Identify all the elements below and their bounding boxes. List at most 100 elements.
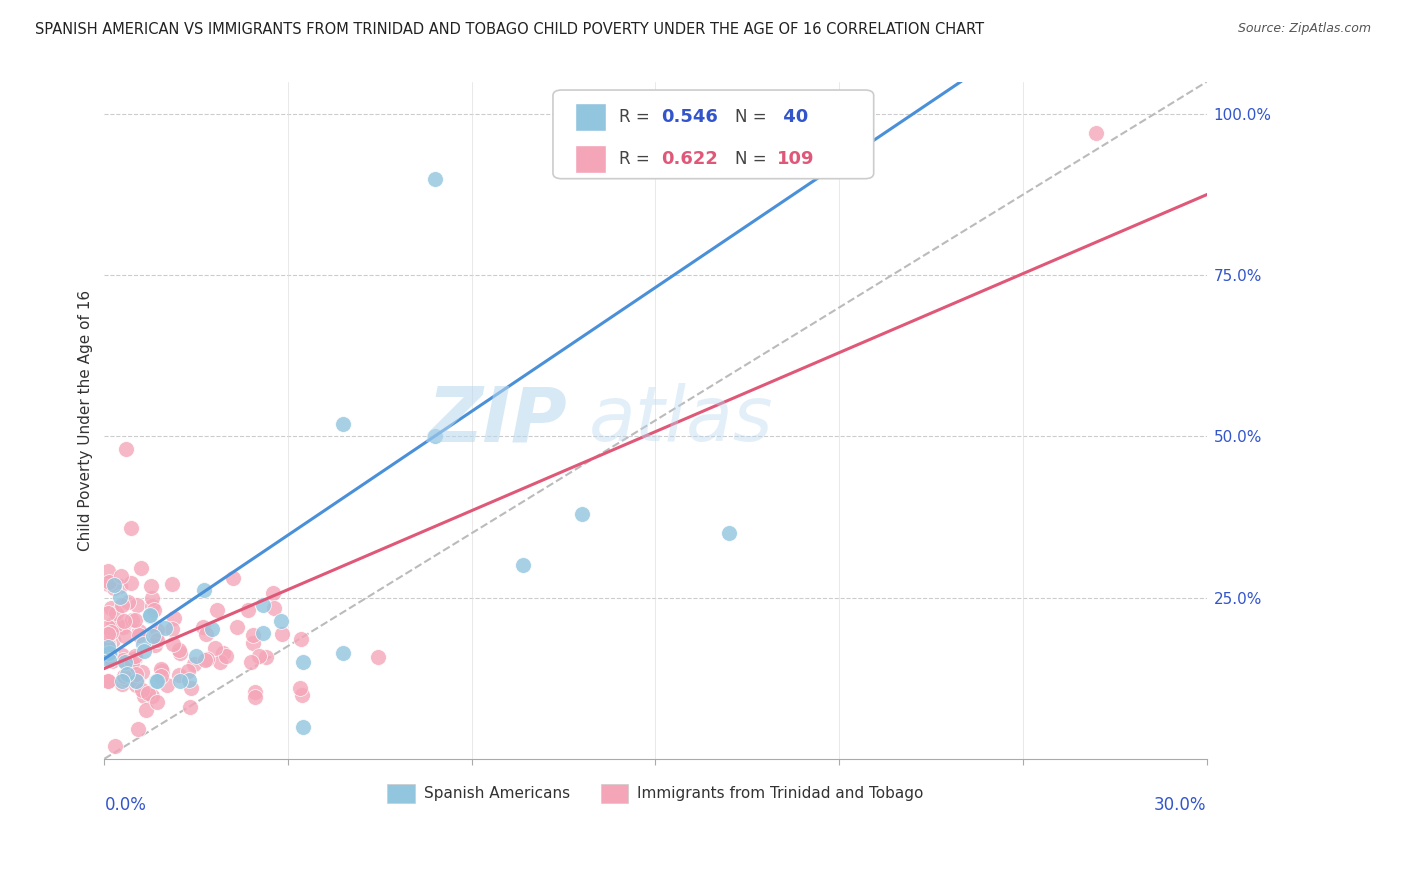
Y-axis label: Child Poverty Under the Age of 16: Child Poverty Under the Age of 16 xyxy=(79,290,93,551)
Immigrants from Trinidad and Tobago xyxy=(110,677,132,691)
Immigrants from Trinidad and Tobago xyxy=(145,628,167,642)
Spanish Americans xyxy=(97,653,120,667)
Text: atlas: atlas xyxy=(589,384,773,458)
Spanish Americans xyxy=(270,614,292,628)
Legend: Spanish Americans, Immigrants from Trinidad and Tobago: Spanish Americans, Immigrants from Trini… xyxy=(381,778,929,809)
Immigrants from Trinidad and Tobago xyxy=(111,598,134,612)
Immigrants from Trinidad and Tobago xyxy=(242,636,264,650)
Immigrants from Trinidad and Tobago xyxy=(127,599,149,613)
Immigrants from Trinidad and Tobago xyxy=(243,685,266,699)
Immigrants from Trinidad and Tobago xyxy=(128,628,150,642)
Immigrants from Trinidad and Tobago xyxy=(247,649,270,664)
Spanish Americans xyxy=(201,622,224,636)
Immigrants from Trinidad and Tobago xyxy=(110,569,132,583)
Spanish Americans xyxy=(115,666,138,681)
Text: Source: ZipAtlas.com: Source: ZipAtlas.com xyxy=(1237,22,1371,36)
Spanish Americans xyxy=(153,621,176,635)
Spanish Americans xyxy=(717,526,740,541)
Spanish Americans xyxy=(252,625,274,640)
Immigrants from Trinidad and Tobago xyxy=(135,703,157,717)
Spanish Americans xyxy=(169,674,191,689)
Immigrants from Trinidad and Tobago xyxy=(271,626,294,640)
Immigrants from Trinidad and Tobago xyxy=(103,616,125,631)
Spanish Americans xyxy=(111,674,134,689)
Immigrants from Trinidad and Tobago xyxy=(121,657,143,671)
Immigrants from Trinidad and Tobago xyxy=(127,722,149,736)
Immigrants from Trinidad and Tobago xyxy=(243,690,266,705)
Text: 30.0%: 30.0% xyxy=(1154,796,1206,814)
Spanish Americans xyxy=(291,720,314,734)
Immigrants from Trinidad and Tobago xyxy=(97,620,120,634)
Immigrants from Trinidad and Tobago xyxy=(205,603,228,617)
Immigrants from Trinidad and Tobago xyxy=(100,624,122,639)
Spanish Americans xyxy=(98,646,121,660)
FancyBboxPatch shape xyxy=(575,145,606,173)
Text: N =: N = xyxy=(735,108,772,127)
Spanish Americans xyxy=(131,637,153,651)
Immigrants from Trinidad and Tobago xyxy=(131,665,153,679)
Spanish Americans xyxy=(142,629,165,643)
Immigrants from Trinidad and Tobago xyxy=(263,601,285,615)
Immigrants from Trinidad and Tobago xyxy=(1085,127,1108,141)
Immigrants from Trinidad and Tobago xyxy=(226,619,249,633)
Immigrants from Trinidad and Tobago xyxy=(125,667,148,681)
Spanish Americans xyxy=(423,429,446,443)
Spanish Americans xyxy=(98,647,121,661)
Immigrants from Trinidad and Tobago xyxy=(97,638,120,652)
Immigrants from Trinidad and Tobago xyxy=(141,591,163,606)
Text: 0.0%: 0.0% xyxy=(104,796,146,814)
Immigrants from Trinidad and Tobago xyxy=(97,606,120,620)
Immigrants from Trinidad and Tobago xyxy=(97,636,120,650)
Immigrants from Trinidad and Tobago xyxy=(179,699,201,714)
Immigrants from Trinidad and Tobago xyxy=(209,655,232,669)
Immigrants from Trinidad and Tobago xyxy=(254,649,277,664)
Text: ZIP: ZIP xyxy=(427,384,567,458)
Immigrants from Trinidad and Tobago xyxy=(150,669,173,683)
FancyBboxPatch shape xyxy=(575,103,606,131)
Immigrants from Trinidad and Tobago xyxy=(167,643,190,657)
Immigrants from Trinidad and Tobago xyxy=(124,649,146,664)
Immigrants from Trinidad and Tobago xyxy=(112,614,135,628)
Spanish Americans xyxy=(423,171,446,186)
Immigrants from Trinidad and Tobago xyxy=(120,575,142,590)
Spanish Americans xyxy=(332,417,354,431)
Immigrants from Trinidad and Tobago xyxy=(262,585,284,599)
Immigrants from Trinidad and Tobago xyxy=(117,595,139,609)
Immigrants from Trinidad and Tobago xyxy=(150,664,173,678)
Immigrants from Trinidad and Tobago xyxy=(238,602,260,616)
Spanish Americans xyxy=(146,674,169,689)
Immigrants from Trinidad and Tobago xyxy=(125,678,148,692)
Immigrants from Trinidad and Tobago xyxy=(160,577,183,591)
Immigrants from Trinidad and Tobago xyxy=(97,575,120,590)
Immigrants from Trinidad and Tobago xyxy=(121,652,143,666)
Spanish Americans xyxy=(139,608,162,623)
Immigrants from Trinidad and Tobago xyxy=(143,603,166,617)
Spanish Americans xyxy=(252,598,274,612)
Immigrants from Trinidad and Tobago xyxy=(101,650,124,665)
Immigrants from Trinidad and Tobago xyxy=(204,641,226,656)
Immigrants from Trinidad and Tobago xyxy=(291,688,314,702)
Spanish Americans xyxy=(186,649,208,664)
Spanish Americans xyxy=(97,640,120,655)
Spanish Americans xyxy=(145,674,167,689)
Immigrants from Trinidad and Tobago xyxy=(97,627,120,641)
Immigrants from Trinidad and Tobago xyxy=(120,521,142,535)
Immigrants from Trinidad and Tobago xyxy=(239,655,262,669)
Immigrants from Trinidad and Tobago xyxy=(163,611,186,625)
Immigrants from Trinidad and Tobago xyxy=(141,599,163,614)
Immigrants from Trinidad and Tobago xyxy=(131,682,153,697)
Immigrants from Trinidad and Tobago xyxy=(111,648,134,663)
Immigrants from Trinidad and Tobago xyxy=(222,571,245,585)
Immigrants from Trinidad and Tobago xyxy=(180,681,202,695)
Immigrants from Trinidad and Tobago xyxy=(145,633,167,648)
Immigrants from Trinidad and Tobago xyxy=(101,633,124,648)
Immigrants from Trinidad and Tobago xyxy=(101,654,124,668)
Spanish Americans xyxy=(134,644,156,658)
Spanish Americans xyxy=(139,608,162,623)
Immigrants from Trinidad and Tobago xyxy=(100,600,122,615)
Immigrants from Trinidad and Tobago xyxy=(183,657,205,671)
Text: 109: 109 xyxy=(776,150,814,169)
Immigrants from Trinidad and Tobago xyxy=(242,627,264,641)
Immigrants from Trinidad and Tobago xyxy=(212,646,235,660)
Spanish Americans xyxy=(571,507,593,521)
